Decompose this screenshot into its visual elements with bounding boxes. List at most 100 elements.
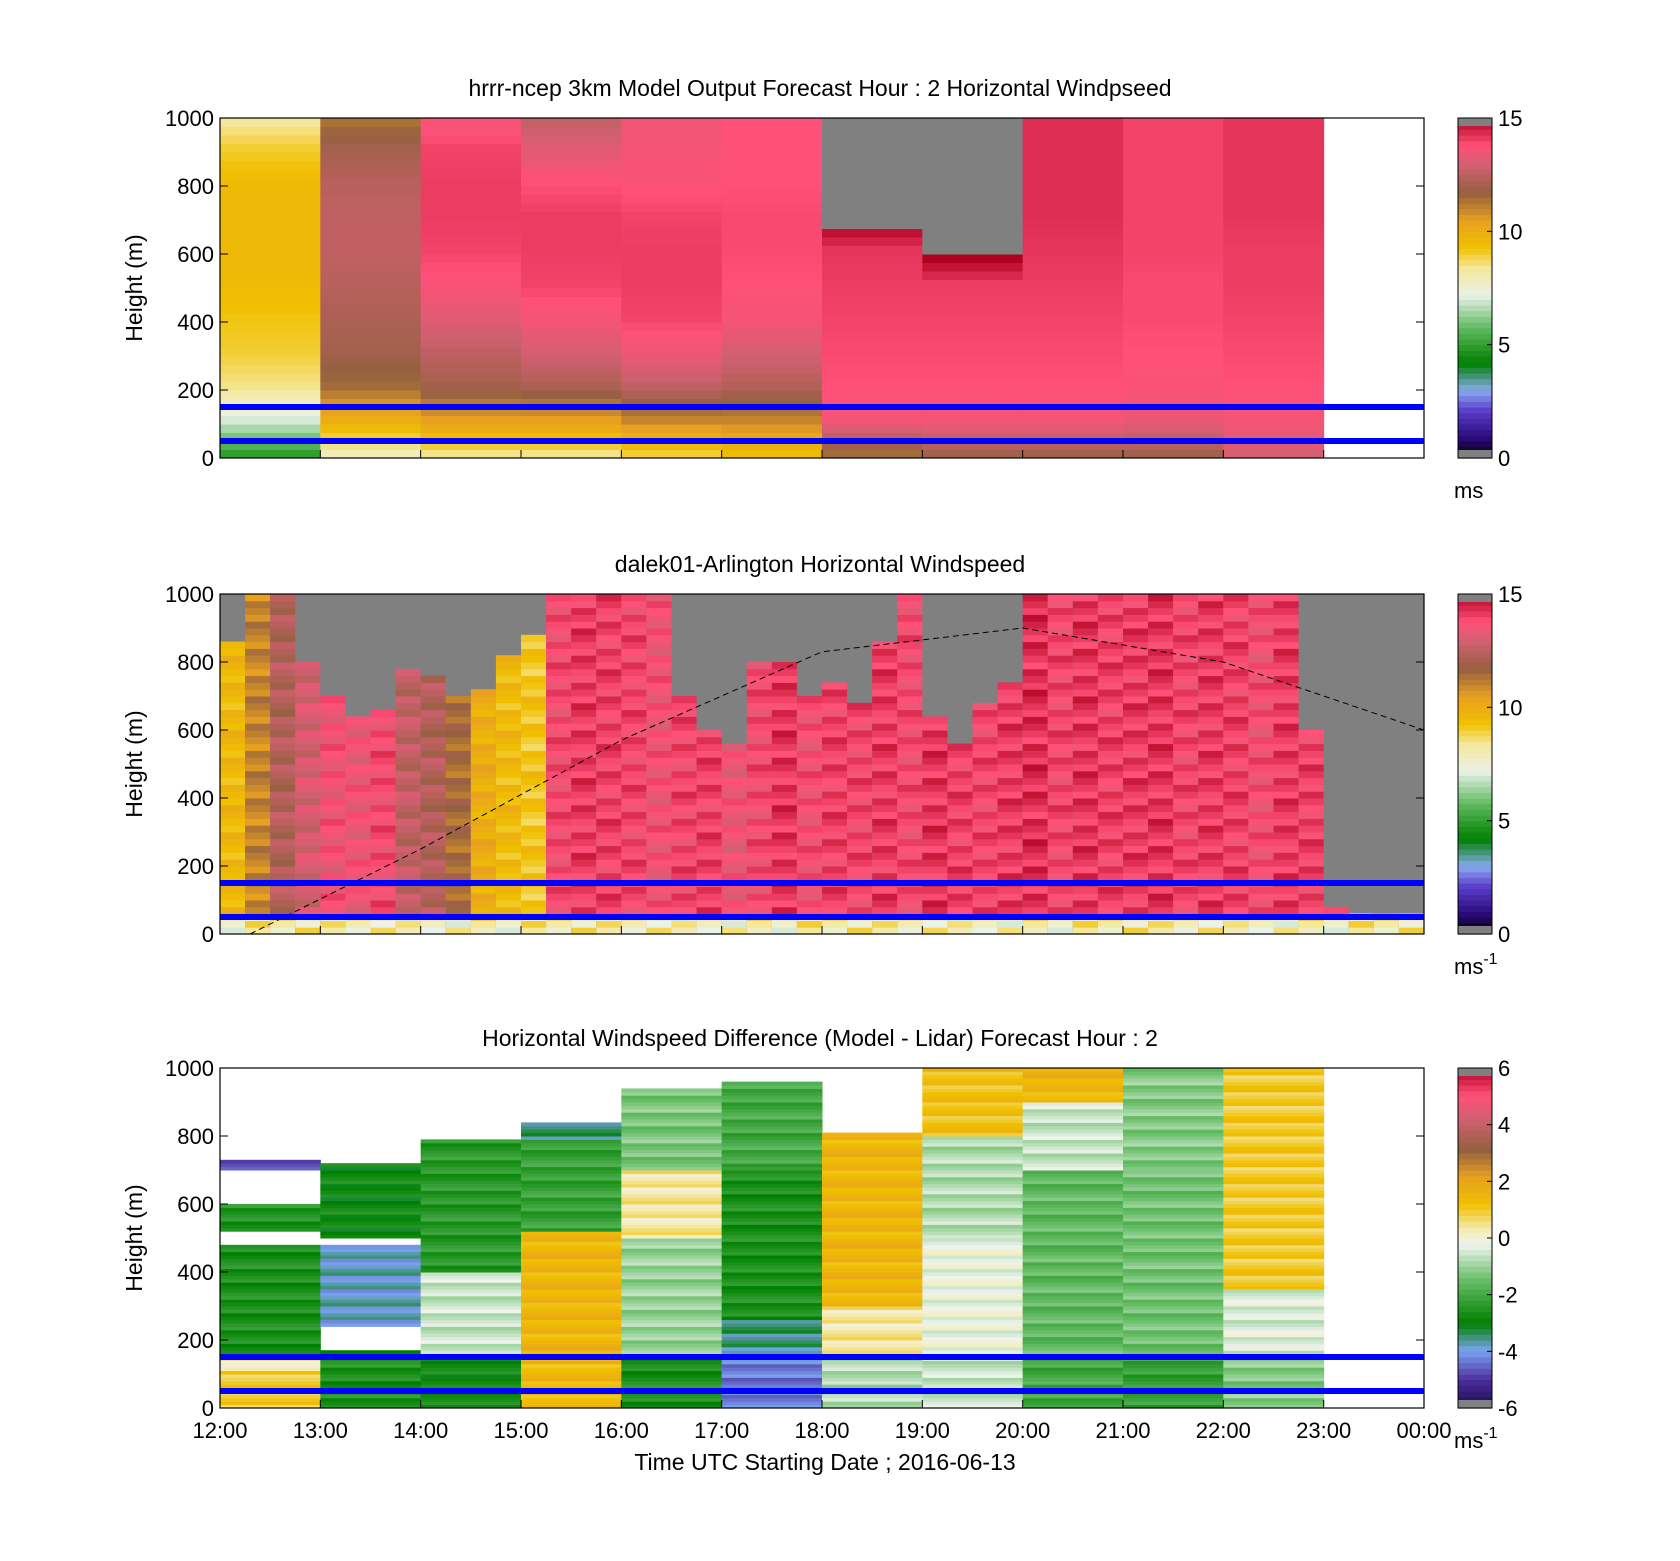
colorbar-swatch <box>1458 1096 1492 1103</box>
heatmap-cell <box>822 736 848 745</box>
heatmap-cell <box>947 872 973 881</box>
heatmap-cell <box>822 339 923 348</box>
heatmap-cell <box>696 798 723 806</box>
heatmap-cell <box>1273 900 1300 908</box>
heatmap-cell <box>671 730 698 738</box>
heatmap-cell <box>621 1336 723 1341</box>
heatmap-cell <box>621 1129 723 1134</box>
heatmap-cell <box>746 791 773 799</box>
heatmap-cell <box>621 1312 723 1317</box>
colorbar-swatch <box>1458 293 1492 300</box>
heatmap-cell <box>1022 1326 1124 1331</box>
heatmap-cell <box>1148 825 1174 833</box>
heatmap-cell <box>822 373 923 382</box>
heatmap-cell <box>997 900 1024 908</box>
heatmap-cell <box>1148 886 1174 894</box>
heatmap-cell <box>721 920 748 928</box>
heatmap-cell <box>621 1187 723 1191</box>
heatmap-cell <box>822 424 923 433</box>
x-tick-label: 14:00 <box>393 1418 448 1443</box>
heatmap-cell <box>1223 1221 1325 1225</box>
heatmap-cell <box>1123 143 1224 153</box>
heatmap-cell <box>1123 1272 1224 1276</box>
heatmap-cell <box>922 730 948 738</box>
heatmap-cell <box>822 1360 923 1365</box>
heatmap-cell <box>1022 1404 1124 1409</box>
heatmap-cell <box>771 770 798 779</box>
heatmap-cell <box>420 211 522 221</box>
heatmap-cell <box>621 228 723 238</box>
heatmap-cell <box>295 736 321 745</box>
heatmap-cell <box>521 126 622 136</box>
heatmap-cell <box>1047 900 1074 908</box>
heatmap-cell <box>220 415 321 425</box>
heatmap-cell <box>646 832 672 840</box>
heatmap-cell <box>796 866 823 874</box>
colorbar-swatch <box>1458 707 1492 714</box>
heatmap-cell <box>922 1176 1024 1181</box>
heatmap-cell <box>646 716 672 724</box>
heatmap-cell <box>571 675 597 683</box>
heatmap-cell <box>721 1340 823 1344</box>
heatmap-cell <box>220 441 321 450</box>
heatmap-cell <box>746 811 773 819</box>
heatmap-cell <box>1223 407 1325 416</box>
heatmap-cell <box>270 818 296 826</box>
heatmap-cell <box>1022 594 1049 602</box>
heatmap-cell <box>320 1217 422 1222</box>
heatmap-cell <box>1097 757 1124 765</box>
heatmap-cell <box>521 1278 622 1283</box>
heatmap-cell <box>872 811 898 819</box>
heatmap-cell <box>1123 845 1149 853</box>
heatmap-cell <box>495 750 522 758</box>
heatmap-cell <box>947 811 973 819</box>
heatmap-cell <box>445 791 472 799</box>
heatmap-cell <box>1198 709 1224 717</box>
heatmap-cell <box>320 811 346 819</box>
heatmap-cell <box>220 1268 321 1273</box>
heatmap-cell <box>796 927 823 935</box>
heatmap-cell <box>320 1193 422 1198</box>
heatmap-cell <box>270 764 296 772</box>
heatmap-cell <box>1123 682 1149 690</box>
heatmap-cell <box>1123 811 1149 819</box>
heatmap-cell <box>721 1214 823 1219</box>
heatmap-cell <box>1223 1275 1325 1280</box>
heatmap-cell <box>521 1319 622 1324</box>
heatmap-cell <box>571 696 597 704</box>
heatmap-cell <box>696 784 723 792</box>
heatmap-cell <box>345 750 371 758</box>
heatmap-cell <box>245 859 271 867</box>
colorbar-swatch <box>1458 152 1492 159</box>
heatmap-cell <box>295 825 321 833</box>
heatmap-cell <box>822 1231 923 1236</box>
heatmap-cell <box>420 1282 522 1287</box>
heatmap-cell <box>521 1132 622 1137</box>
heatmap-cell <box>847 825 873 833</box>
heatmap-cell <box>1022 1295 1124 1300</box>
heatmap-cell <box>320 1166 422 1171</box>
heatmap-cell <box>521 811 547 819</box>
heatmap-cell <box>1248 838 1274 847</box>
heatmap-cell <box>420 872 447 881</box>
heatmap-cell <box>621 1088 723 1093</box>
heatmap-cell <box>445 906 472 915</box>
colorbar-swatch <box>1458 1351 1492 1358</box>
heatmap-cell <box>220 1309 321 1314</box>
heatmap-cell <box>295 668 321 677</box>
heatmap-cell <box>320 798 346 806</box>
heatmap-cell <box>445 696 472 704</box>
heatmap-cell <box>295 696 321 704</box>
y-tick-label: 600 <box>177 718 214 743</box>
heatmap-cell <box>370 818 397 826</box>
heatmap-cell <box>420 1346 522 1351</box>
heatmap-cell <box>220 1163 321 1168</box>
heatmap-cell <box>270 770 296 779</box>
heatmap-cell <box>546 648 572 656</box>
heatmap-cell <box>220 764 246 772</box>
heatmap-cell <box>521 1258 622 1263</box>
panel-model-cells <box>220 118 1325 459</box>
y-tick-label: 800 <box>177 1124 214 1149</box>
heatmap-cell <box>621 1115 723 1120</box>
heatmap-cell <box>621 1302 723 1307</box>
